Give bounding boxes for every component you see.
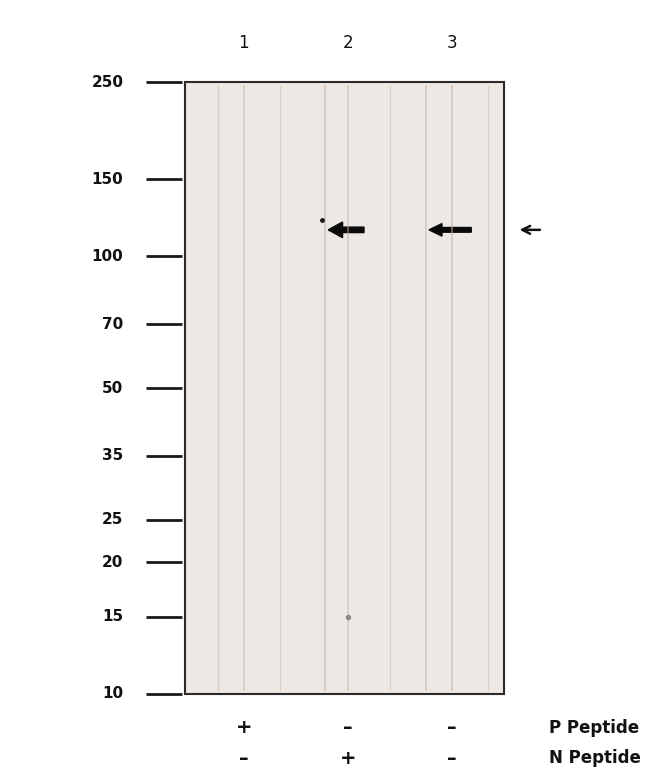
FancyArrow shape <box>328 222 364 238</box>
Text: 25: 25 <box>102 512 124 528</box>
Text: +: + <box>339 749 356 768</box>
Text: 50: 50 <box>102 380 124 396</box>
Text: +: + <box>235 718 252 737</box>
Text: –: – <box>343 718 352 737</box>
Text: 100: 100 <box>92 249 124 264</box>
Text: 3: 3 <box>447 34 457 52</box>
Text: 150: 150 <box>92 172 124 187</box>
Text: –: – <box>239 749 248 768</box>
Text: –: – <box>447 718 456 737</box>
Text: P Peptide: P Peptide <box>549 719 640 736</box>
Text: 15: 15 <box>103 609 124 624</box>
Text: 1: 1 <box>239 34 249 52</box>
Text: 10: 10 <box>103 686 124 702</box>
Bar <box>185 82 504 694</box>
Text: 250: 250 <box>92 74 124 90</box>
Text: –: – <box>447 749 456 768</box>
Text: 70: 70 <box>102 317 124 332</box>
Text: 2: 2 <box>343 34 353 52</box>
FancyArrow shape <box>429 223 471 236</box>
Text: 35: 35 <box>102 448 124 463</box>
Text: N Peptide: N Peptide <box>549 750 641 767</box>
Text: 20: 20 <box>102 554 124 570</box>
